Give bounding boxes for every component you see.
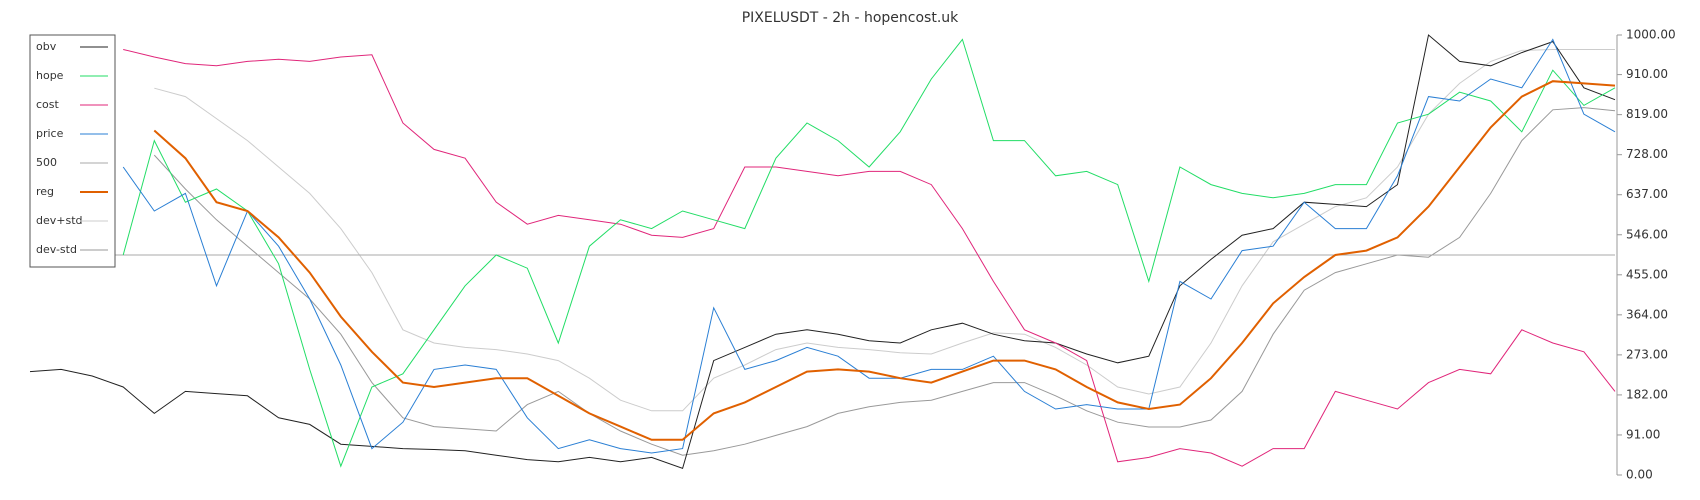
legend-label: hope xyxy=(36,69,64,82)
y-tick-label: 182.00 xyxy=(1626,387,1668,401)
legend-box xyxy=(29,34,116,268)
y-tick-label: 910.00 xyxy=(1626,67,1668,81)
y-tick-label: 1000.00 xyxy=(1626,28,1676,42)
legend-label: price xyxy=(36,127,64,140)
legend-label: cost xyxy=(36,98,60,111)
y-tick-label: 455.00 xyxy=(1626,267,1668,281)
y-tick-label: 637.00 xyxy=(1626,187,1668,201)
y-tick-label: 728.00 xyxy=(1626,147,1668,161)
y-tick-label: 273.00 xyxy=(1626,347,1668,361)
y-tick-label: 819.00 xyxy=(1626,107,1668,121)
series-line xyxy=(153,80,1616,441)
y-tick-label: 91.00 xyxy=(1626,427,1660,441)
legend-label: obv xyxy=(36,40,57,53)
series-line xyxy=(154,49,1615,412)
series-line xyxy=(153,107,1616,456)
legend-label: reg xyxy=(36,185,54,198)
legend-label: dev+std xyxy=(36,214,83,227)
series-line xyxy=(122,38,1616,468)
legend-label: dev-std xyxy=(36,243,77,256)
series-line xyxy=(123,49,1616,467)
y-tick-label: 364.00 xyxy=(1626,307,1668,321)
series-line xyxy=(29,34,1616,470)
legend-label: 500 xyxy=(36,156,57,169)
y-tick-label: 0.00 xyxy=(1626,468,1653,482)
chart-title: PIXELUSDT - 2h - hopencost.uk xyxy=(742,10,959,26)
series-line xyxy=(122,38,1616,454)
y-tick-label: 546.00 xyxy=(1626,227,1668,241)
